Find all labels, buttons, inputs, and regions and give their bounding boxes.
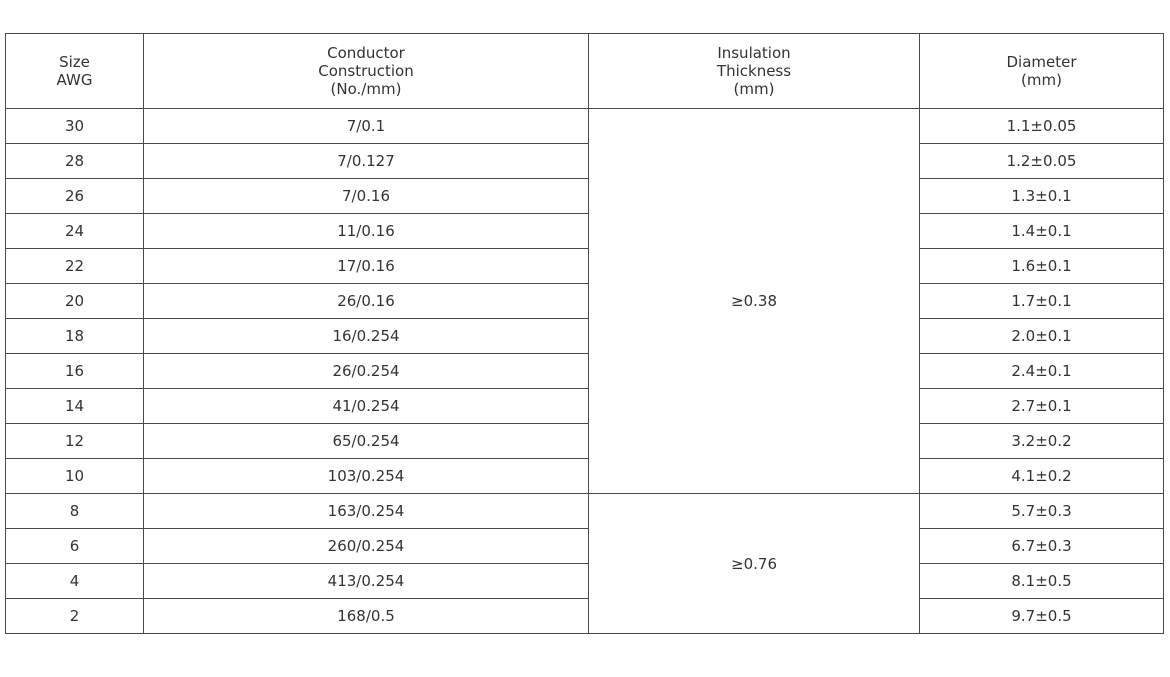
header-insulation-line: Insulation: [717, 44, 791, 62]
table-row: 28 7/0.127 1.2±0.05: [5, 143, 1164, 179]
diameter-cell: 1.6±0.1: [919, 248, 1164, 284]
table-row: 6 260/0.254 6.7±0.3: [5, 528, 1164, 564]
size-cell: 8: [5, 493, 144, 529]
size-cell: 22: [5, 248, 144, 284]
table-row: 30 7/0.1 ≥0.38 1.1±0.05: [5, 108, 1164, 494]
diameter-cell: 1.3±0.1: [919, 178, 1164, 214]
header-conductor-line: Conductor: [327, 44, 405, 62]
construction-cell: 103/0.254: [143, 458, 589, 494]
size-cell: 12: [5, 423, 144, 459]
diameter-cell: 1.7±0.1: [919, 283, 1164, 319]
size-cell: 28: [5, 143, 144, 179]
construction-cell: 260/0.254: [143, 528, 589, 564]
header-row: Size AWG Conductor Construction (No./mm)…: [5, 33, 1164, 109]
diameter-cell: 5.7±0.3: [919, 493, 1164, 529]
awg-spec-table: Size AWG Conductor Construction (No./mm)…: [5, 33, 1164, 634]
construction-cell: 163/0.254: [143, 493, 589, 529]
table-row: 26 7/0.16 1.3±0.1: [5, 178, 1164, 214]
construction-cell: 7/0.127: [143, 143, 589, 179]
table-header: Size AWG Conductor Construction (No./mm)…: [5, 33, 1164, 109]
size-cell: 26: [5, 178, 144, 214]
construction-cell: 413/0.254: [143, 563, 589, 599]
size-cell: 18: [5, 318, 144, 354]
size-cell: 4: [5, 563, 144, 599]
construction-cell: 26/0.16: [143, 283, 589, 319]
table-row: 14 41/0.254 2.7±0.1: [5, 388, 1164, 424]
diameter-cell: 8.1±0.5: [919, 563, 1164, 599]
header-size-line: Size: [59, 53, 90, 71]
header-awg-line: AWG: [56, 71, 93, 89]
diameter-cell: 1.2±0.05: [919, 143, 1164, 179]
construction-cell: 11/0.16: [143, 213, 589, 249]
table-row: 24 11/0.16 1.4±0.1: [5, 213, 1164, 249]
header-size-awg: Size AWG: [5, 33, 144, 109]
size-cell: 14: [5, 388, 144, 424]
diameter-cell: 2.4±0.1: [919, 353, 1164, 389]
diameter-cell: 1.4±0.1: [919, 213, 1164, 249]
table-row: 4 413/0.254 8.1±0.5: [5, 563, 1164, 599]
table-row: 8 163/0.254 ≥0.76 5.7±0.3: [5, 493, 1164, 634]
size-cell: 6: [5, 528, 144, 564]
size-cell: 30: [5, 108, 144, 144]
diameter-cell: 2.0±0.1: [919, 318, 1164, 354]
construction-cell: 17/0.16: [143, 248, 589, 284]
header-unit-line: (mm): [733, 80, 775, 98]
construction-cell: 41/0.254: [143, 388, 589, 424]
insulation-thickness-cell: ≥0.76: [588, 493, 920, 634]
diameter-cell: 1.1±0.05: [919, 108, 1164, 144]
diameter-cell: 4.1±0.2: [919, 458, 1164, 494]
header-diameter: Diameter (mm): [919, 33, 1164, 109]
construction-cell: 7/0.16: [143, 178, 589, 214]
size-cell: 10: [5, 458, 144, 494]
table-row: 18 16/0.254 2.0±0.1: [5, 318, 1164, 354]
header-diameter-line: Diameter: [1006, 53, 1077, 71]
table-row: 12 65/0.254 3.2±0.2: [5, 423, 1164, 459]
table-body: 30 7/0.1 ≥0.38 1.1±0.05 28 7/0.127 1.2±0.05 26 7…: [5, 108, 1164, 634]
table-row: 2 168/0.5 9.7±0.5: [5, 598, 1164, 634]
construction-cell: 26/0.254: [143, 353, 589, 389]
size-cell: 2: [5, 598, 144, 634]
diameter-cell: 9.7±0.5: [919, 598, 1164, 634]
diameter-cell: 2.7±0.1: [919, 388, 1164, 424]
size-cell: 16: [5, 353, 144, 389]
construction-cell: 65/0.254: [143, 423, 589, 459]
header-unit-line: (mm): [1021, 71, 1062, 89]
construction-cell: 16/0.254: [143, 318, 589, 354]
insulation-thickness-cell: ≥0.38: [588, 108, 920, 494]
size-cell: 24: [5, 213, 144, 249]
table-row: 22 17/0.16 1.6±0.1: [5, 248, 1164, 284]
construction-cell: 7/0.1: [143, 108, 589, 144]
diameter-cell: 3.2±0.2: [919, 423, 1164, 459]
diameter-cell: 6.7±0.3: [919, 528, 1164, 564]
header-construction-line: Construction: [318, 62, 414, 80]
header-unit-line: (No./mm): [330, 80, 402, 98]
table-row: 16 26/0.254 2.4±0.1: [5, 353, 1164, 389]
construction-cell: 168/0.5: [143, 598, 589, 634]
table-row: 10 103/0.254 4.1±0.2: [5, 458, 1164, 494]
header-insulation-thickness: Insulation Thickness (mm): [588, 33, 920, 109]
header-thickness-line: Thickness: [716, 62, 792, 80]
size-cell: 20: [5, 283, 144, 319]
header-conductor-construction: Conductor Construction (No./mm): [143, 33, 589, 109]
table-row: 20 26/0.16 1.7±0.1: [5, 283, 1164, 319]
